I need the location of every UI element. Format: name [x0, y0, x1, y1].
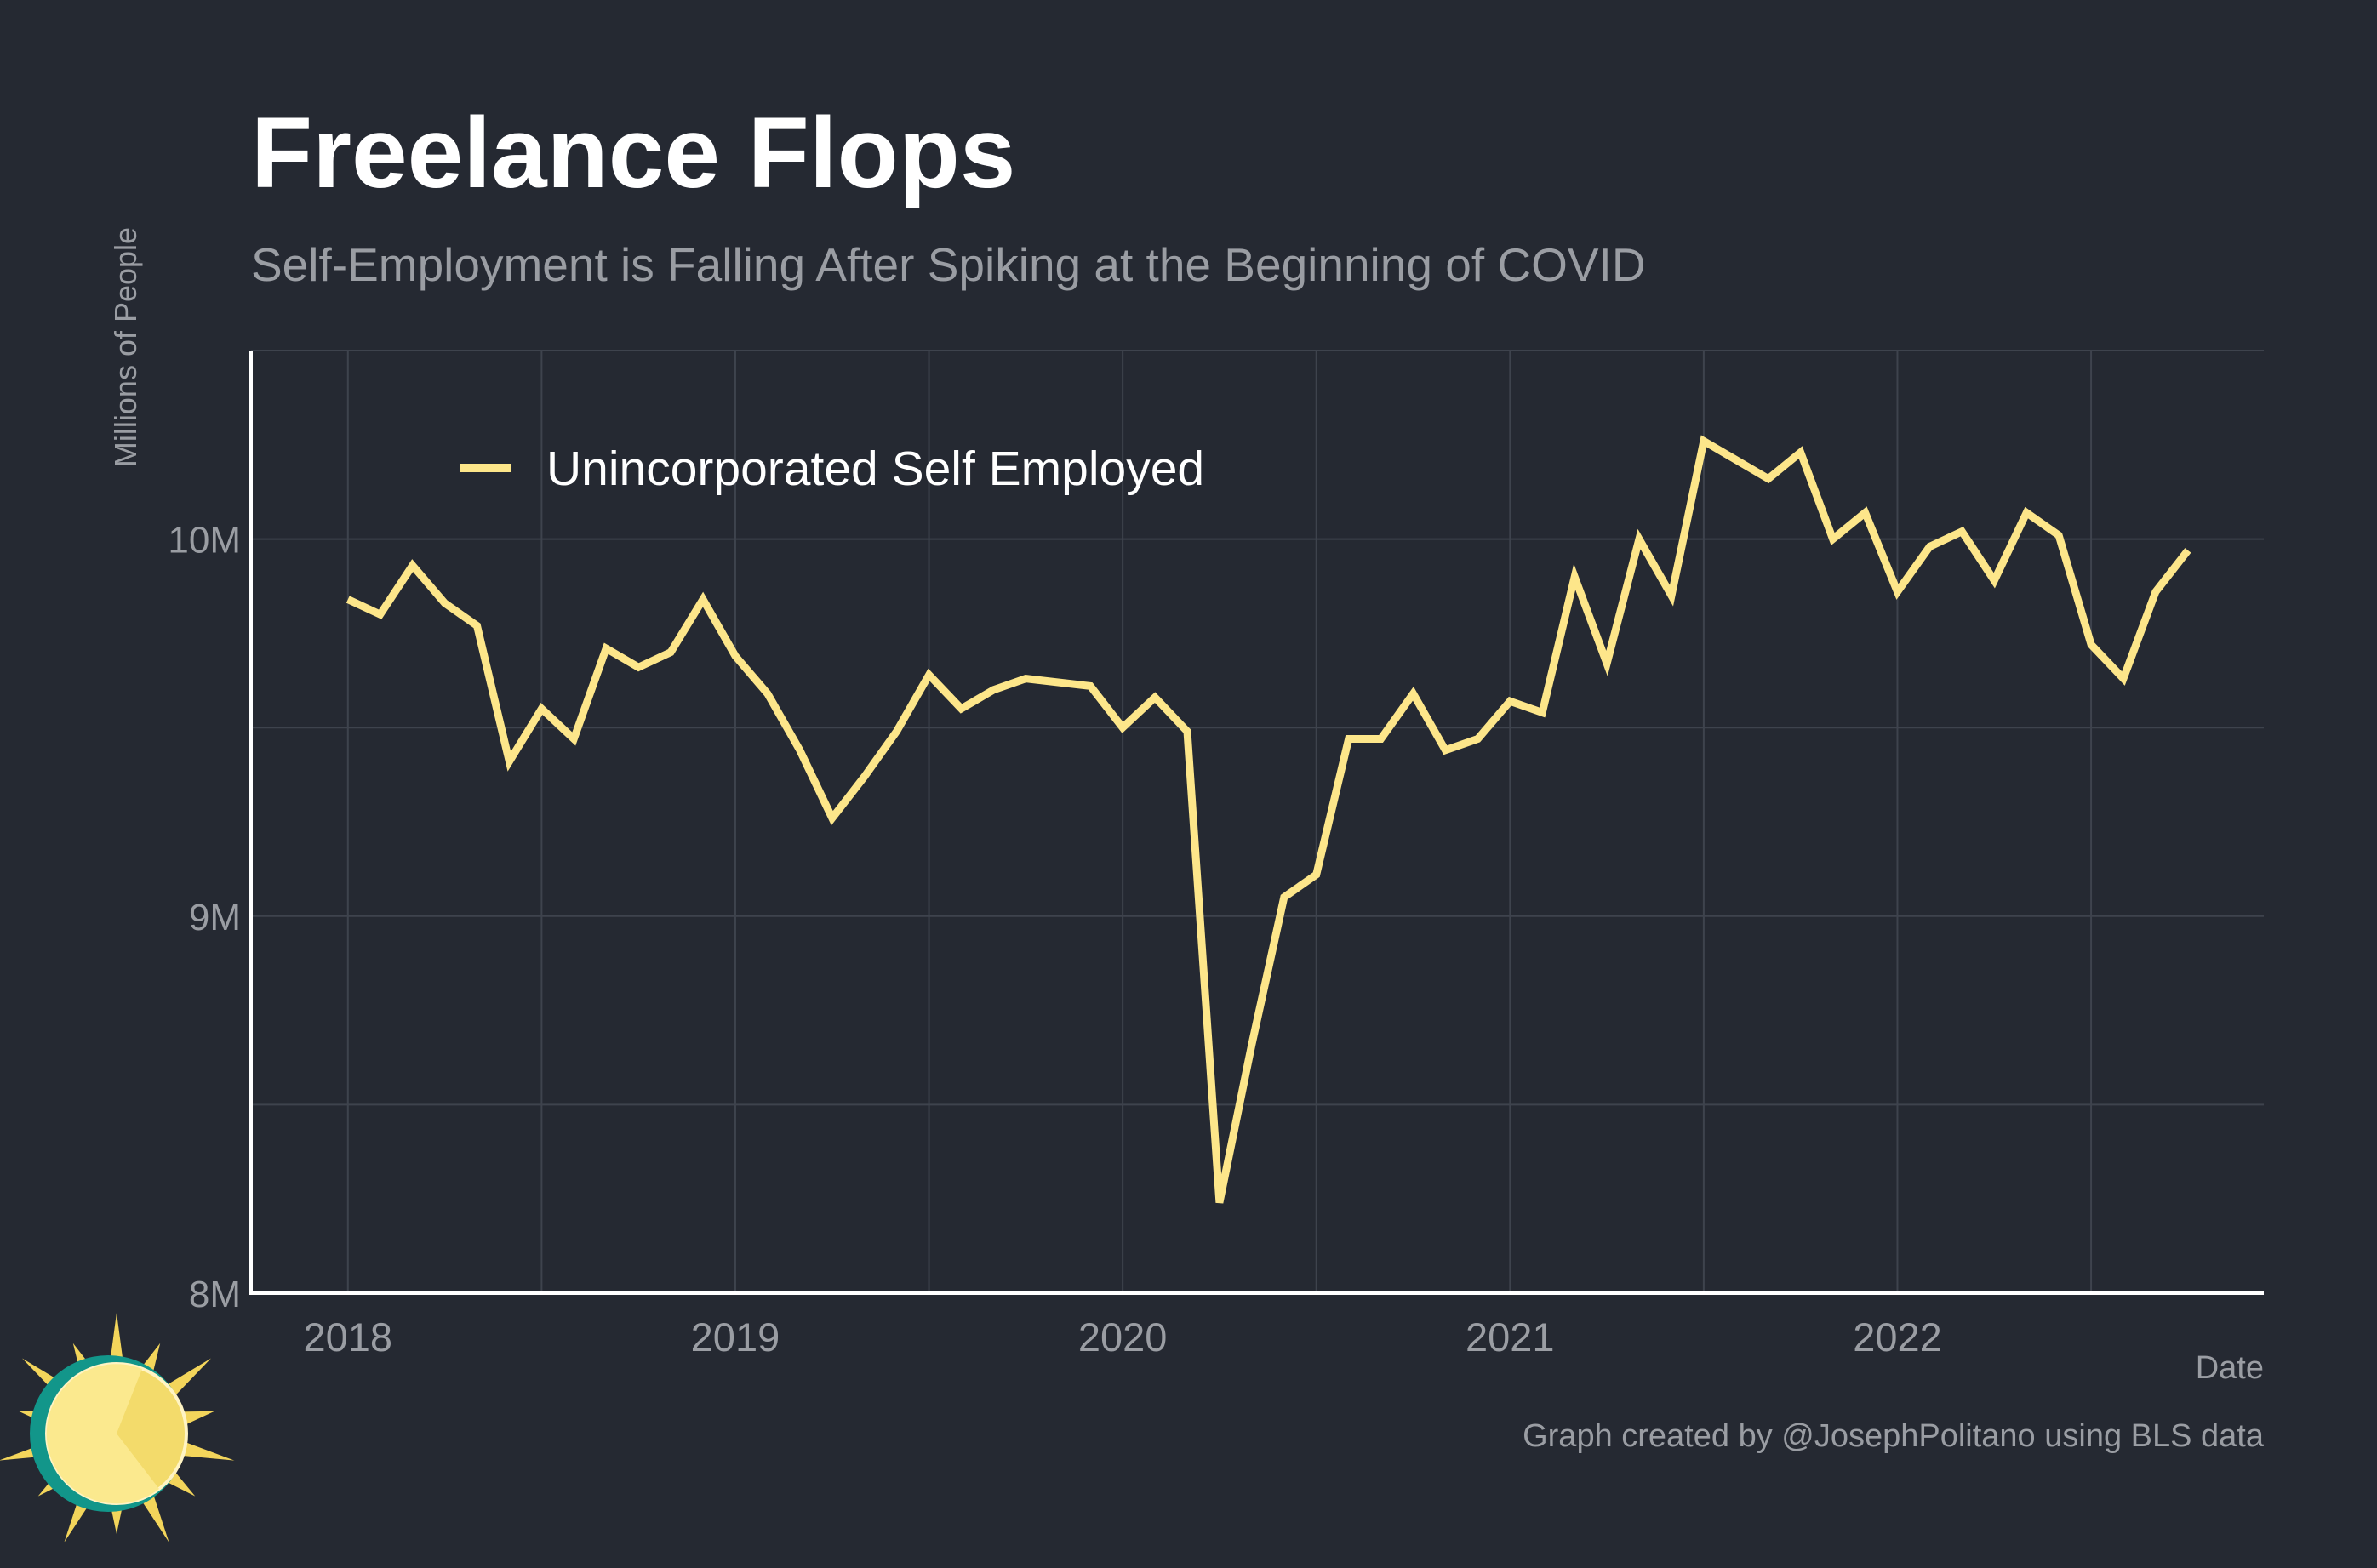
sun-ray [179, 1411, 214, 1427]
chart-caption: Graph created by @JosephPolitano using B… [1523, 1418, 2265, 1454]
sun-highlight [46, 1364, 159, 1504]
sun-ray [163, 1358, 211, 1399]
x-tick-label: 2018 [304, 1314, 393, 1360]
sun-logo-icon [0, 1313, 235, 1542]
legend-label: Unincorporated Self Employed [546, 442, 1204, 496]
y-tick-label: 9M [189, 897, 241, 938]
sun-ray [138, 1490, 169, 1542]
sun-ray [179, 1440, 235, 1461]
x-tick-label: 2020 [1078, 1314, 1168, 1360]
sun-ray [109, 1313, 124, 1368]
y-tick-label: 10M [168, 520, 241, 562]
y-tick-label: 8M [189, 1274, 241, 1315]
x-tick-label: 2021 [1466, 1314, 1555, 1360]
y-axis-label: Millions of People [108, 227, 143, 467]
grid-lines [251, 350, 2264, 1293]
series-layer [346, 435, 2191, 1204]
chart-title: Freelance Flops [251, 97, 1015, 209]
series-line-unincorporated-self-employed [346, 435, 2191, 1204]
x-tick-label: 2022 [1853, 1314, 1942, 1360]
chart-subtitle: Self-Employment is Falling After Spiking… [251, 238, 1646, 291]
x-tick-label: 2019 [691, 1314, 780, 1360]
legend: Unincorporated Self Employed [460, 442, 1204, 496]
x-axis-label: Date [2196, 1350, 2264, 1386]
axes [249, 351, 2264, 1295]
tick-labels: 8M 9M 10M 2018 2019 2020 2021 2022 [168, 520, 1941, 1360]
